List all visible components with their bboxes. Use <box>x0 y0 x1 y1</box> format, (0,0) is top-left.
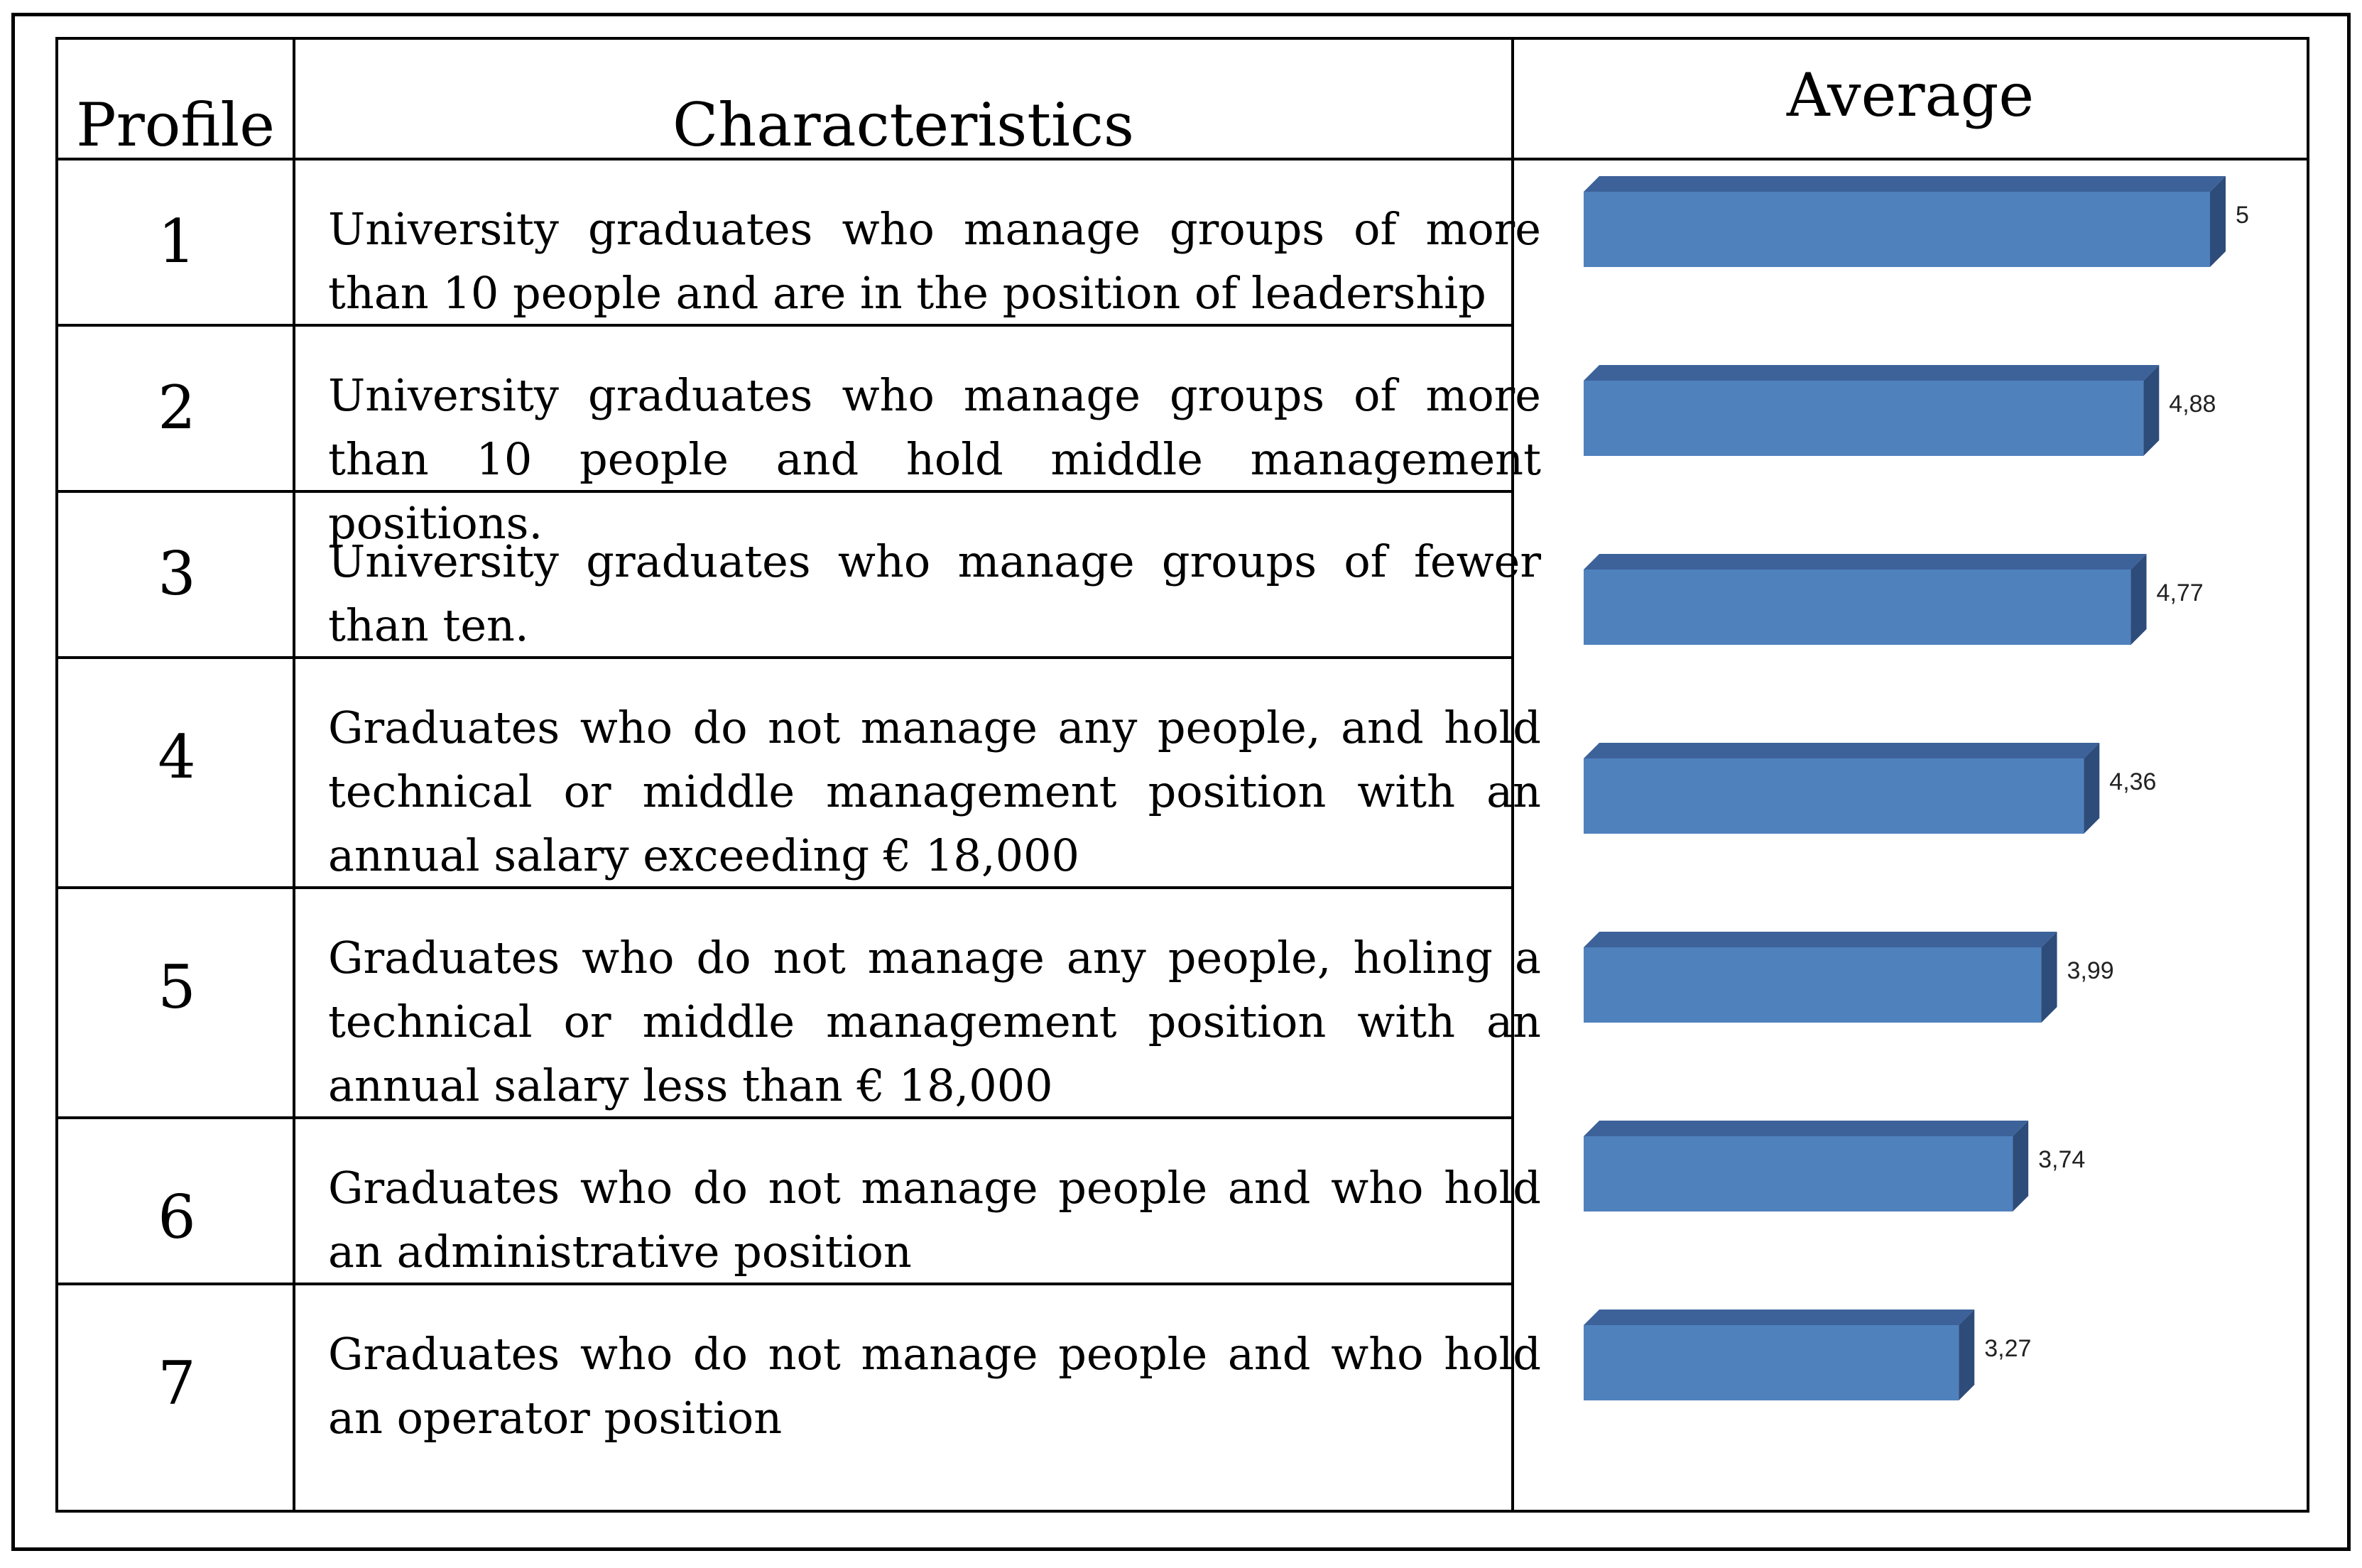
bar-top-face <box>1584 932 2057 947</box>
average-bar-chart-svg: 5,46 4,88 4,77 4,36 3,99 3,74 3,27 <box>1584 176 2282 1400</box>
row-divider <box>58 1283 1513 1285</box>
profile-characteristics: Graduates who do not manage people and w… <box>328 1328 1541 1444</box>
bar-side-face <box>2143 365 2160 456</box>
bar-front <box>1584 192 2210 267</box>
bar-value-label: 4,77 <box>2157 579 2204 606</box>
bar-front <box>1584 758 2084 834</box>
bar-value-label: 3,99 <box>2067 957 2114 984</box>
row-divider <box>58 886 1513 889</box>
bar-6: 3,74 <box>1584 1121 2085 1212</box>
profile-characteristics: University graduates who manage groups o… <box>328 369 1541 549</box>
bar-side-face <box>1959 1310 1975 1400</box>
outer-frame <box>11 13 2351 1551</box>
profile-characteristics: Graduates who do not manage people and w… <box>328 1162 1541 1278</box>
column-divider-characteristics <box>1511 40 1514 1510</box>
row-divider <box>58 656 1513 659</box>
profile-characteristics: University graduates who manage groups o… <box>328 535 1541 651</box>
profile-number: 3 <box>158 539 196 609</box>
header-characteristics: Characteristics <box>672 90 1135 160</box>
profile-characteristics: Graduates who do not manage any people, … <box>328 932 1541 1111</box>
bar-side-face <box>2130 554 2147 645</box>
profile-number: 1 <box>158 207 196 276</box>
bar-side-face <box>2013 1121 2029 1212</box>
row-divider <box>58 490 1513 493</box>
bar-top-face <box>1584 365 2160 381</box>
bar-3: 4,77 <box>1584 554 2204 645</box>
bar-top-face <box>1584 1121 2029 1136</box>
bar-front <box>1584 381 2144 456</box>
bar-side-face <box>2084 743 2100 834</box>
column-divider-profile <box>293 40 295 1510</box>
bar-side-face <box>2210 176 2226 267</box>
bar-5: 3,99 <box>1584 932 2114 1023</box>
bar-top-face <box>1584 743 2100 758</box>
profile-characteristics: Graduates who do not manage any people, … <box>328 702 1541 881</box>
row-divider <box>58 1116 1513 1119</box>
bar-front <box>1584 1325 1959 1400</box>
bar-value-label: 3,74 <box>2038 1146 2085 1173</box>
bar-2: 4,88 <box>1584 365 2216 456</box>
profile-number: 2 <box>158 373 196 442</box>
bar-7: 3,27 <box>1584 1310 2031 1400</box>
bar-value-label: 4,88 <box>2169 391 2216 418</box>
bar-1: 5,46 <box>1584 176 2282 267</box>
bar-value-label: 5,46 <box>2236 202 2251 229</box>
bar-front <box>1584 570 2131 645</box>
bar-value-label: 3,27 <box>1984 1335 2031 1362</box>
bar-front <box>1584 1136 2013 1212</box>
profile-number: 4 <box>158 722 196 792</box>
bar-4: 4,36 <box>1584 743 2156 834</box>
bar-top-face <box>1584 176 2226 192</box>
bar-front <box>1584 947 2042 1023</box>
profile-number: 7 <box>158 1349 196 1418</box>
header-average: Average <box>1786 60 2035 130</box>
bar-top-face <box>1584 554 2147 570</box>
profile-number: 6 <box>158 1182 196 1252</box>
header-profile: Profile <box>76 90 275 160</box>
row-divider <box>58 324 1513 327</box>
bar-side-face <box>2041 932 2057 1023</box>
average-bar-chart: 5,46 4,88 4,77 4,36 3,99 3,74 3,27 <box>1459 121 2282 1442</box>
profile-table: Profile Characteristics Average 1 2 3 4 … <box>55 37 2309 1513</box>
profile-number: 5 <box>158 952 196 1022</box>
header-divider <box>58 158 2307 160</box>
bar-value-label: 4,36 <box>2109 768 2156 795</box>
bar-top-face <box>1584 1310 1975 1325</box>
profile-characteristics: University graduates who manage groups o… <box>328 203 1541 319</box>
